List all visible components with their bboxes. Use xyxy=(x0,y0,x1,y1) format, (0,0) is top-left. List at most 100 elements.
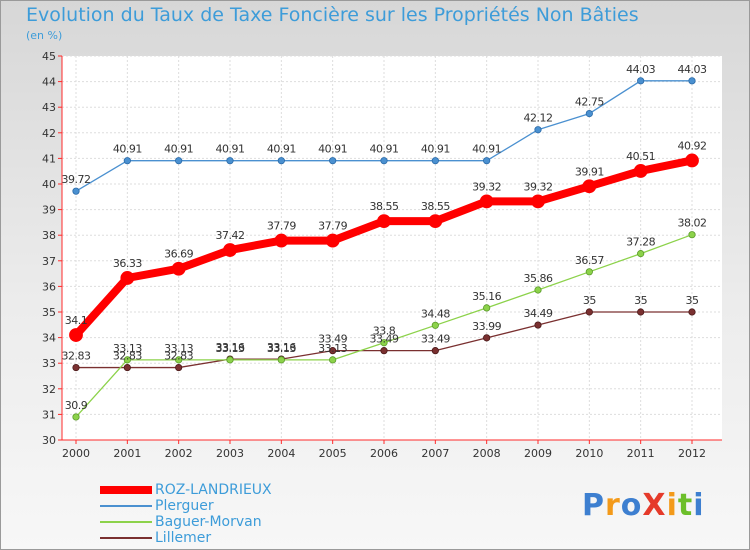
data-point xyxy=(377,214,391,229)
data-point xyxy=(274,233,289,248)
legend-item-roz-landrieux: ROZ-LANDRIEUX xyxy=(100,482,272,498)
logo-letter: r xyxy=(605,488,621,523)
data-point xyxy=(585,110,593,118)
data-label: 40.91 xyxy=(164,143,193,156)
logo-letter: t xyxy=(677,488,694,523)
data-label: 39.32 xyxy=(472,180,501,193)
data-label: 33.16 xyxy=(267,341,296,354)
data-point xyxy=(585,268,593,276)
data-point xyxy=(431,347,439,355)
data-point xyxy=(380,157,388,165)
data-label: 35 xyxy=(686,294,699,307)
data-label: 39.91 xyxy=(575,165,604,178)
data-point xyxy=(72,363,80,372)
chart-legend: ROZ-LANDRIEUX Plerguer Baguer-Morvan Lil… xyxy=(100,482,272,546)
x-tick-label: 2000 xyxy=(62,447,90,460)
data-point xyxy=(226,157,234,165)
legend-label: ROZ-LANDRIEUX xyxy=(155,482,272,498)
x-tick-label: 2011 xyxy=(627,447,655,460)
data-point xyxy=(633,164,648,178)
logo-letter: o xyxy=(620,488,643,523)
chart-subtitle: (en %) xyxy=(26,29,63,42)
data-point xyxy=(431,157,439,165)
legend-label: Baguer-Morvan xyxy=(155,514,262,530)
y-tick-label: 31 xyxy=(42,408,56,421)
data-point xyxy=(534,126,542,134)
data-label: 30.9 xyxy=(65,399,88,412)
y-tick-label: 33 xyxy=(42,357,56,370)
data-label: 37.42 xyxy=(216,229,245,242)
data-label: 36.33 xyxy=(113,257,142,270)
data-label: 40.91 xyxy=(113,143,142,156)
y-tick-label: 30 xyxy=(42,434,56,447)
logo-letter: X xyxy=(642,488,667,523)
data-label: 33.13 xyxy=(267,342,296,355)
x-tick-label: 2003 xyxy=(216,447,244,460)
data-label: 33.99 xyxy=(472,320,501,333)
data-point xyxy=(123,356,131,364)
data-point xyxy=(72,413,80,421)
data-point xyxy=(175,356,183,364)
data-label: 35.86 xyxy=(524,272,553,285)
y-tick-label: 35 xyxy=(42,306,56,319)
y-tick-label: 37 xyxy=(42,255,56,268)
x-tick-label: 2009 xyxy=(524,447,552,460)
data-label: 35 xyxy=(583,294,596,307)
data-label: 34.49 xyxy=(524,307,553,320)
data-point xyxy=(329,356,337,364)
data-label: 40.91 xyxy=(472,143,501,156)
data-point xyxy=(428,214,443,229)
data-point xyxy=(329,347,337,355)
data-point xyxy=(637,250,645,258)
data-point xyxy=(171,261,186,276)
data-point xyxy=(223,243,237,257)
legend-swatch xyxy=(100,537,152,539)
legend-swatch xyxy=(100,486,152,494)
data-label: 32.83 xyxy=(113,350,142,363)
data-label: 44.03 xyxy=(626,63,655,76)
data-point xyxy=(69,328,83,342)
y-tick-label: 44 xyxy=(42,76,56,89)
data-point xyxy=(688,308,696,316)
legend-label: Lillemer xyxy=(155,530,212,546)
x-tick-label: 2008 xyxy=(473,447,501,460)
data-label: 32.83 xyxy=(62,350,91,363)
data-label: 37.79 xyxy=(267,220,296,233)
legend-label: Plerguer xyxy=(155,498,214,514)
data-point xyxy=(531,194,545,209)
legend-swatch xyxy=(100,521,152,523)
chart-title: Evolution du Taux de Taxe Foncière sur l… xyxy=(26,4,639,26)
data-label: 33.49 xyxy=(421,333,450,346)
data-point xyxy=(688,231,696,239)
data-label: 40.91 xyxy=(421,143,450,156)
data-label: 32.83 xyxy=(164,350,193,363)
data-label: 40.51 xyxy=(626,150,655,163)
data-point xyxy=(688,77,696,85)
data-point xyxy=(123,157,131,165)
data-label: 38.02 xyxy=(678,217,707,230)
data-point xyxy=(483,334,491,342)
x-tick-label: 2007 xyxy=(421,447,449,460)
y-tick-label: 40 xyxy=(42,178,56,191)
y-tick-label: 34 xyxy=(42,332,56,345)
data-label: 39.32 xyxy=(524,180,553,193)
data-label: 33.13 xyxy=(113,342,142,355)
legend-item-plerguer: Plerguer xyxy=(100,498,272,514)
data-label: 38.55 xyxy=(421,200,450,213)
x-tick-label: 2004 xyxy=(267,447,295,460)
data-label: 35.16 xyxy=(472,290,501,303)
y-tick-label: 32 xyxy=(42,383,56,396)
data-point xyxy=(483,304,491,312)
data-label: 40.91 xyxy=(216,143,245,156)
data-point xyxy=(534,286,542,294)
logo-letter: i xyxy=(666,488,678,523)
data-point xyxy=(582,179,597,194)
data-point xyxy=(637,308,645,316)
data-point xyxy=(226,356,234,364)
data-point xyxy=(72,187,80,195)
data-point xyxy=(175,157,183,165)
data-label: 42.75 xyxy=(575,96,604,109)
data-label: 33.13 xyxy=(216,342,245,355)
data-point xyxy=(123,363,131,372)
data-label: 40.91 xyxy=(267,143,296,156)
